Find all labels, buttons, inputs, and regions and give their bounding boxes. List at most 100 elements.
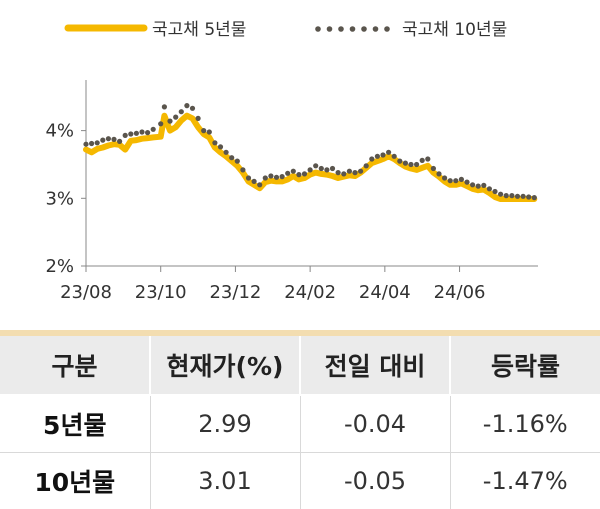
data-point <box>319 166 324 171</box>
data-point <box>179 109 184 114</box>
data-point <box>341 171 346 176</box>
data-point <box>139 129 144 134</box>
data-point <box>532 195 537 200</box>
data-point <box>201 128 206 133</box>
legend-swatch-dot <box>384 26 390 32</box>
y-tick-label: 3% <box>45 188 74 209</box>
x-tick-label: 24/02 <box>284 282 336 303</box>
data-point <box>487 186 492 191</box>
data-point <box>364 163 369 168</box>
data-point <box>151 127 156 132</box>
data-point <box>464 180 469 185</box>
data-point <box>436 171 441 176</box>
data-point <box>481 183 486 188</box>
data-point <box>521 194 526 199</box>
data-point <box>224 150 229 155</box>
table-row: 10년물 3.01 -0.05 -1.47% <box>0 453 600 509</box>
x-tick-label: 24/04 <box>359 282 411 303</box>
header-change: 전일 대비 <box>300 336 450 395</box>
yield-table: 구분 현재가(%) 전일 대비 등락률 5년물 2.99 -0.04 -1.16… <box>0 336 600 509</box>
legend-swatch-dot <box>373 26 379 32</box>
data-point <box>431 166 436 171</box>
legend-swatch-dot <box>361 26 367 32</box>
data-point <box>240 167 245 172</box>
data-point <box>302 171 307 176</box>
data-point <box>408 162 413 167</box>
row-current-price: 3.01 <box>150 453 300 509</box>
row-current-price: 2.99 <box>150 395 300 453</box>
header-current-price: 현재가(%) <box>150 336 300 395</box>
data-point <box>123 133 128 138</box>
data-point <box>509 193 514 198</box>
data-point <box>448 178 453 183</box>
data-point <box>330 166 335 171</box>
data-point <box>397 159 402 164</box>
row-change-rate: -1.47% <box>450 453 600 509</box>
legend-swatch-dot <box>327 26 333 32</box>
row-change: -0.05 <box>300 453 450 509</box>
data-point <box>162 104 167 109</box>
data-point <box>375 154 380 159</box>
data-point <box>386 150 391 155</box>
data-point <box>470 182 475 187</box>
row-label: 10년물 <box>0 453 150 509</box>
data-point <box>274 175 279 180</box>
data-point <box>111 137 116 142</box>
data-point <box>173 115 178 120</box>
data-point <box>476 184 481 189</box>
data-point <box>218 144 223 149</box>
data-point <box>414 162 419 167</box>
x-tick-label: 23/12 <box>209 282 261 303</box>
legend-label-5y: 국고채 5년물 <box>152 20 246 40</box>
data-point <box>498 192 503 197</box>
data-point <box>358 169 363 174</box>
data-point <box>285 171 290 176</box>
data-point <box>392 154 397 159</box>
data-point <box>263 175 268 180</box>
header-change-rate: 등락률 <box>450 336 600 395</box>
data-point <box>425 156 430 161</box>
y-tick-label: 4% <box>45 121 74 142</box>
data-point <box>106 136 111 141</box>
data-point <box>291 169 296 174</box>
header-category: 구분 <box>0 336 150 395</box>
data-point <box>184 103 189 108</box>
chart-axes: 4% 3% 2% 23/08 23/10 23/12 24/02 24/04 24/06 <box>45 80 538 303</box>
data-point <box>336 170 341 175</box>
data-point <box>257 182 262 187</box>
yield-table-section: 구분 현재가(%) 전일 대비 등락률 5년물 2.99 -0.04 -1.16… <box>0 330 600 509</box>
data-point <box>492 189 497 194</box>
data-point <box>268 173 273 178</box>
data-point <box>128 131 133 136</box>
data-point <box>207 129 212 134</box>
data-point <box>308 167 313 172</box>
data-point <box>83 142 88 147</box>
y-tick-label: 2% <box>45 256 74 277</box>
legend-swatch-dot <box>350 26 356 32</box>
data-point <box>117 139 122 144</box>
data-point <box>453 178 458 183</box>
data-point <box>526 194 531 199</box>
data-point <box>369 156 374 161</box>
data-point <box>459 177 464 182</box>
x-tick-label: 23/10 <box>135 282 187 303</box>
data-point <box>89 141 94 146</box>
data-point <box>235 159 240 164</box>
data-point <box>442 175 447 180</box>
data-point <box>324 167 329 172</box>
data-point <box>134 131 139 136</box>
data-point <box>100 138 105 143</box>
x-tick-label: 24/06 <box>434 282 486 303</box>
data-point <box>145 130 150 135</box>
data-point <box>158 121 163 126</box>
data-point <box>280 174 285 179</box>
data-point <box>380 152 385 157</box>
x-tick-label: 23/08 <box>60 282 112 303</box>
data-point <box>403 161 408 166</box>
data-point <box>420 158 425 163</box>
legend-swatch-dot <box>315 26 321 32</box>
legend-swatch-dot <box>338 26 344 32</box>
data-point <box>347 169 352 174</box>
